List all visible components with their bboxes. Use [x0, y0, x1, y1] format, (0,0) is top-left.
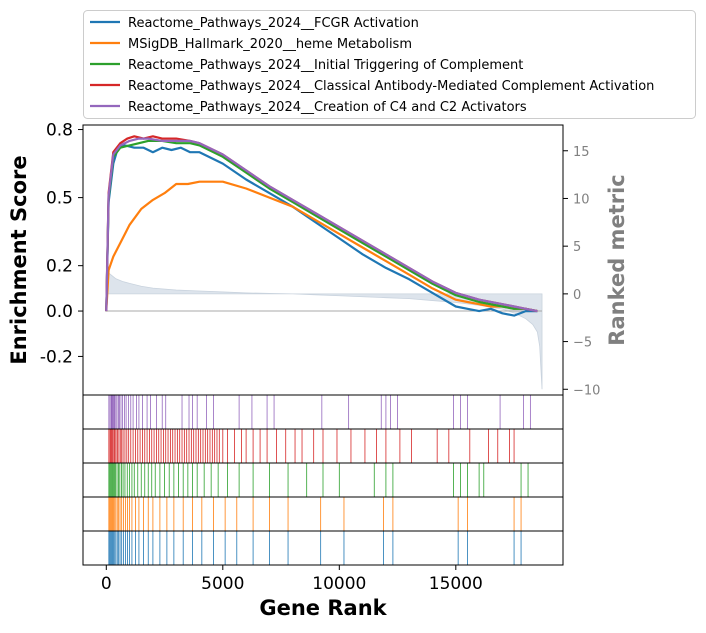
- x-tick-label: 15000: [429, 574, 483, 594]
- ranked-metric-area: [105, 265, 543, 390]
- y2-tick-label: −10: [573, 383, 600, 398]
- y2-tick-label: 15: [573, 145, 590, 160]
- hit-panels: [83, 395, 563, 565]
- series-line-3: [105, 139, 538, 313]
- legend-box: [83, 10, 696, 119]
- y2-tick-label: −5: [573, 336, 592, 351]
- y-tick-label: 0.5: [46, 189, 73, 209]
- x-tick-label: 10000: [312, 574, 366, 594]
- ranked-metric-fill: [105, 265, 543, 390]
- series-line-5: [105, 137, 538, 313]
- series-line-2: [105, 180, 538, 313]
- enrichment-lines: [105, 135, 538, 317]
- x-tick-label: 5000: [201, 574, 244, 594]
- axes: 0.8 0.5 0.2 0.0 -0.2 15 10 5 0 −5 −10 0 5000 10000 150…: [40, 121, 601, 594]
- y2-tick-label: 5: [573, 240, 581, 255]
- series-line-1: [105, 144, 538, 317]
- legend-entry: Reactome_Pathways_2024__FCGR Activation: [128, 16, 419, 31]
- y-tick-label: 0.0: [46, 302, 73, 322]
- legend-entry: MSigDB_Hallmark_2020__heme Metabolism: [128, 37, 412, 52]
- legend: Reactome_Pathways_2024__FCGR Activation M…: [83, 10, 696, 119]
- hits-frame: [82, 394, 564, 566]
- legend-entry: Reactome_Pathways_2024__Creation of C4 a…: [128, 100, 527, 115]
- x-axis-label: Gene Rank: [259, 596, 387, 620]
- y2-tick-label: 0: [573, 288, 581, 303]
- main-plot-frame: [82, 124, 564, 396]
- y-tick-label: -0.2: [40, 347, 73, 367]
- x-tick-label: 0: [101, 574, 112, 594]
- y2-tick-label: 10: [573, 192, 590, 207]
- legend-entry: Reactome_Pathways_2024__Initial Triggeri…: [128, 58, 523, 73]
- y-tick-label: 0.8: [46, 121, 73, 141]
- y-axis-label: Enrichment Score: [7, 155, 31, 364]
- y-tick-label: 0.2: [46, 257, 73, 277]
- y2-axis-label: Ranked metric: [605, 174, 629, 345]
- legend-entry: Reactome_Pathways_2024__Classical Antibo…: [128, 79, 654, 94]
